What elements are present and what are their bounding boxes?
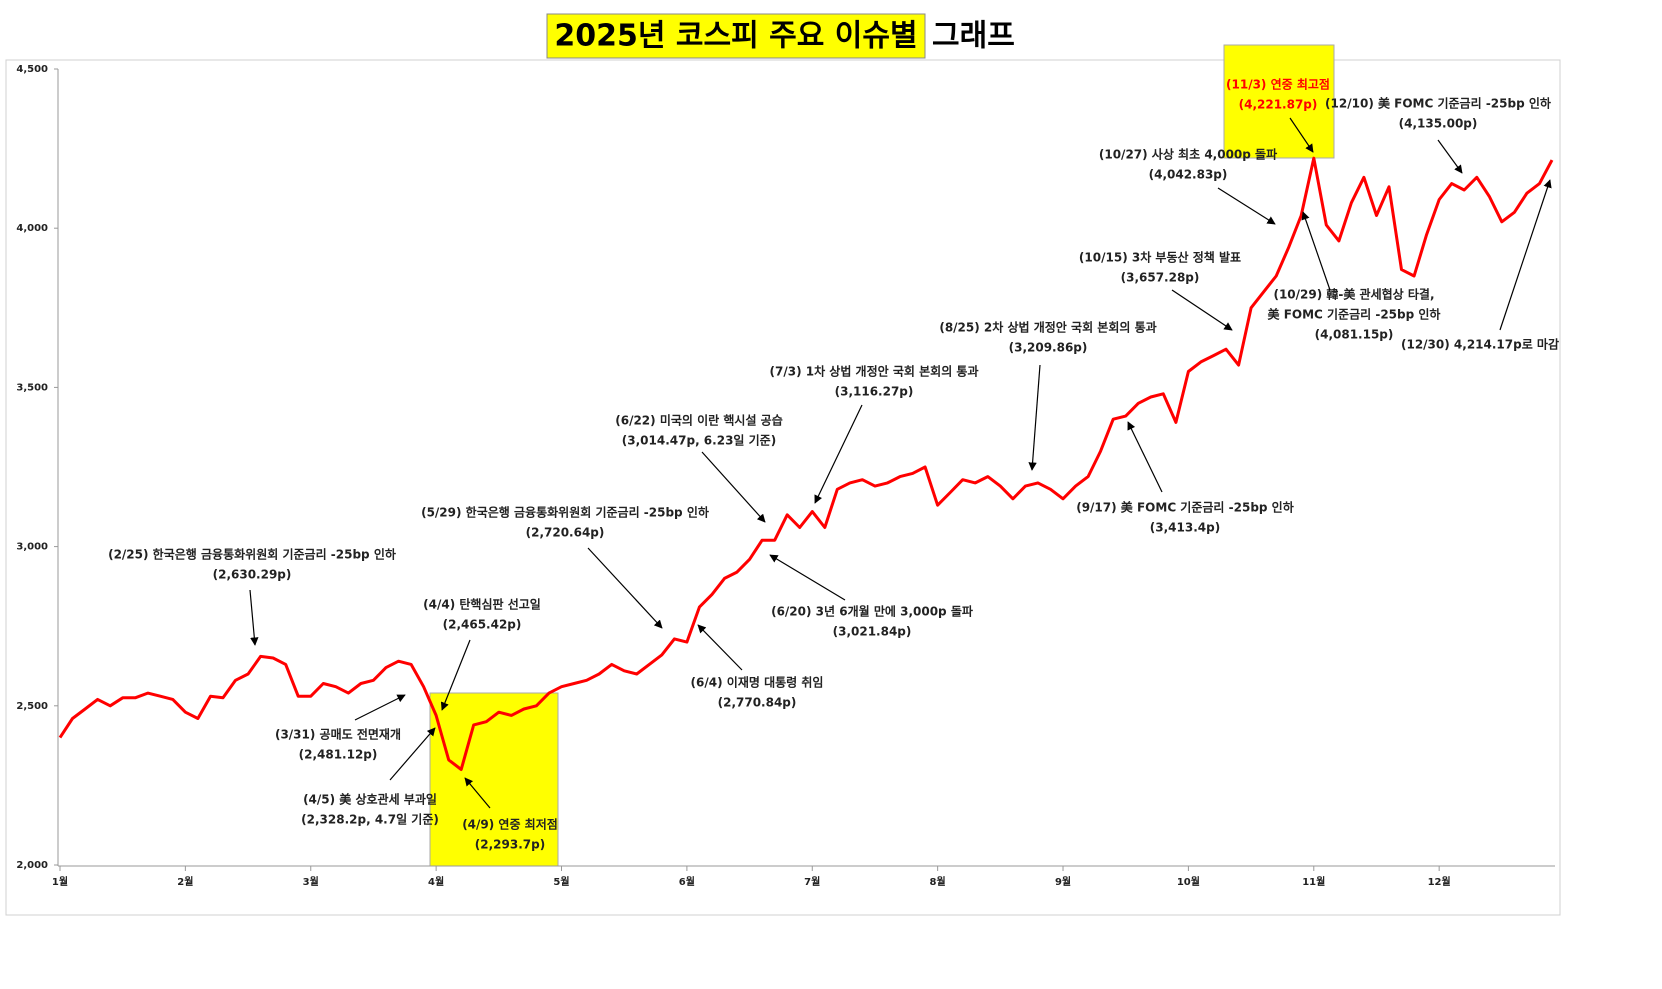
annotation-arrow <box>354 694 406 721</box>
kospi-line <box>58 156 1554 771</box>
annotation-text: (12/30) 4,214.17p로 마감 <box>1401 337 1559 352</box>
x-tick-label: 12월 <box>1428 876 1451 888</box>
annotation-arrow <box>1217 187 1276 225</box>
annotation-text: (11/3) 연중 최고점 <box>1226 77 1330 92</box>
annotation-text: (3,657.28p) <box>1121 271 1200 285</box>
annotation-text: (2/25) 한국은행 금융통화위원회 기준금리 -25bp 인하 <box>108 547 396 562</box>
annotation-text: (6/20) 3년 6개월 만에 3,000p 돌파 <box>771 604 973 619</box>
annotation-text: (2,770.84p) <box>718 696 797 710</box>
annotation-text: (3,209.86p) <box>1009 341 1088 355</box>
annotation-arrow <box>1127 421 1163 493</box>
y-tick-label: 4,000 <box>16 223 48 234</box>
x-tick-label: 1월 <box>52 876 68 888</box>
annotation-text: (4/5) 美 상호관세 부과일 <box>303 792 437 807</box>
x-tick-label: 5월 <box>553 876 569 888</box>
annotation-text: (2,720.64p) <box>526 526 605 540</box>
annotation-arrow <box>701 451 766 523</box>
annotation-text: (4/9) 연중 최저점 <box>462 817 558 832</box>
annotation-text: (9/17) 美 FOMC 기준금리 -25bp 인하 <box>1076 500 1294 515</box>
annotation-arrow <box>587 547 663 629</box>
x-tick-label: 9월 <box>1055 876 1071 888</box>
x-tick-label: 4월 <box>428 876 444 888</box>
annotation-arrow <box>769 554 846 601</box>
annotation-text: (6/22) 미국의 이란 핵시설 공습 <box>615 413 783 428</box>
chart-frame <box>5 59 1561 916</box>
annotation-text: (3,116.27p) <box>835 385 914 399</box>
annotation-text: (2,293.7p) <box>475 838 545 852</box>
annotation-text: (2,328.2p, 4.7일 기준) <box>301 812 439 827</box>
title-highlight <box>546 13 926 59</box>
annotation-text: (3,014.47p, 6.23일 기준) <box>622 433 776 448</box>
annotation-text: (2,481.12p) <box>299 748 378 762</box>
y-tick-label: 4,500 <box>16 64 48 75</box>
annotation-text: (4,042.83p) <box>1149 168 1228 182</box>
x-tick-label: 11월 <box>1302 876 1325 888</box>
annotation-arrow <box>814 404 863 504</box>
annotation-arrow <box>1437 139 1463 174</box>
annotation-text: (10/29) 韓-美 관세협상 타결, <box>1273 287 1434 302</box>
x-tick-label: 6월 <box>679 876 695 888</box>
annotation-text: (10/15) 3차 부동산 정책 발표 <box>1079 250 1241 265</box>
annotation-text: (4,081.15p) <box>1315 328 1394 342</box>
annotation-arrow <box>1171 289 1233 331</box>
annotation-text: (5/29) 한국은행 금융통화위원회 기준금리 -25bp 인하 <box>421 505 709 520</box>
annotation-text: (2,465.42p) <box>443 618 522 632</box>
annotation-arrow <box>389 727 436 781</box>
x-tick-label: 7월 <box>804 876 820 888</box>
annotation-arrow <box>1289 117 1314 153</box>
x-tick-label: 2월 <box>177 876 193 888</box>
x-tick-label: 10월 <box>1177 876 1200 888</box>
annotation-text: (4,135.00p) <box>1399 117 1478 131</box>
chart-title: 2025년 코스피 주요 이슈별 <box>554 19 917 54</box>
annotation-arrow <box>249 589 259 646</box>
annotation-text: (3/31) 공매도 전면재개 <box>275 727 401 742</box>
annotation-arrow <box>1499 179 1552 331</box>
annotation-text: (10/27) 사상 최초 4,000p 돌파 <box>1099 147 1277 162</box>
y-tick-label: 2,500 <box>16 701 48 712</box>
annotation-arrow <box>1028 364 1041 471</box>
annotation-text: (12/10) 美 FOMC 기준금리 -25bp 인하 <box>1325 96 1551 111</box>
chart-title: 그래프 <box>932 19 1015 54</box>
annotation-text: 美 FOMC 기준금리 -25bp 인하 <box>1268 307 1441 322</box>
annotation-arrow <box>697 624 743 671</box>
annotation-arrow <box>440 639 471 711</box>
low-highlight <box>429 692 559 867</box>
annotation-text: (2,630.29p) <box>213 568 292 582</box>
y-tick-label: 3,000 <box>16 542 48 553</box>
y-tick-label: 3,500 <box>16 382 48 393</box>
annotation-text: (7/3) 1차 상법 개정안 국회 본회의 통과 <box>770 364 979 379</box>
annotation-text: (3,413.4p) <box>1150 521 1220 535</box>
annotation-text: (4/4) 탄핵심판 선고일 <box>423 597 541 612</box>
annotation-arrow <box>1301 211 1331 291</box>
x-tick-label: 8월 <box>930 876 946 888</box>
annotation-text: (3,021.84p) <box>833 625 912 639</box>
high-highlight <box>1223 44 1335 159</box>
annotation-text: (4,221.87p) <box>1239 98 1318 112</box>
annotation-text: (8/25) 2차 상법 개정안 국회 본회의 통과 <box>939 320 1156 335</box>
annotation-text: (6/4) 이재명 대통령 취임 <box>691 675 824 690</box>
annotation-arrow <box>464 777 491 809</box>
y-tick-label: 2,000 <box>16 860 48 871</box>
x-tick-label: 3월 <box>303 876 319 888</box>
